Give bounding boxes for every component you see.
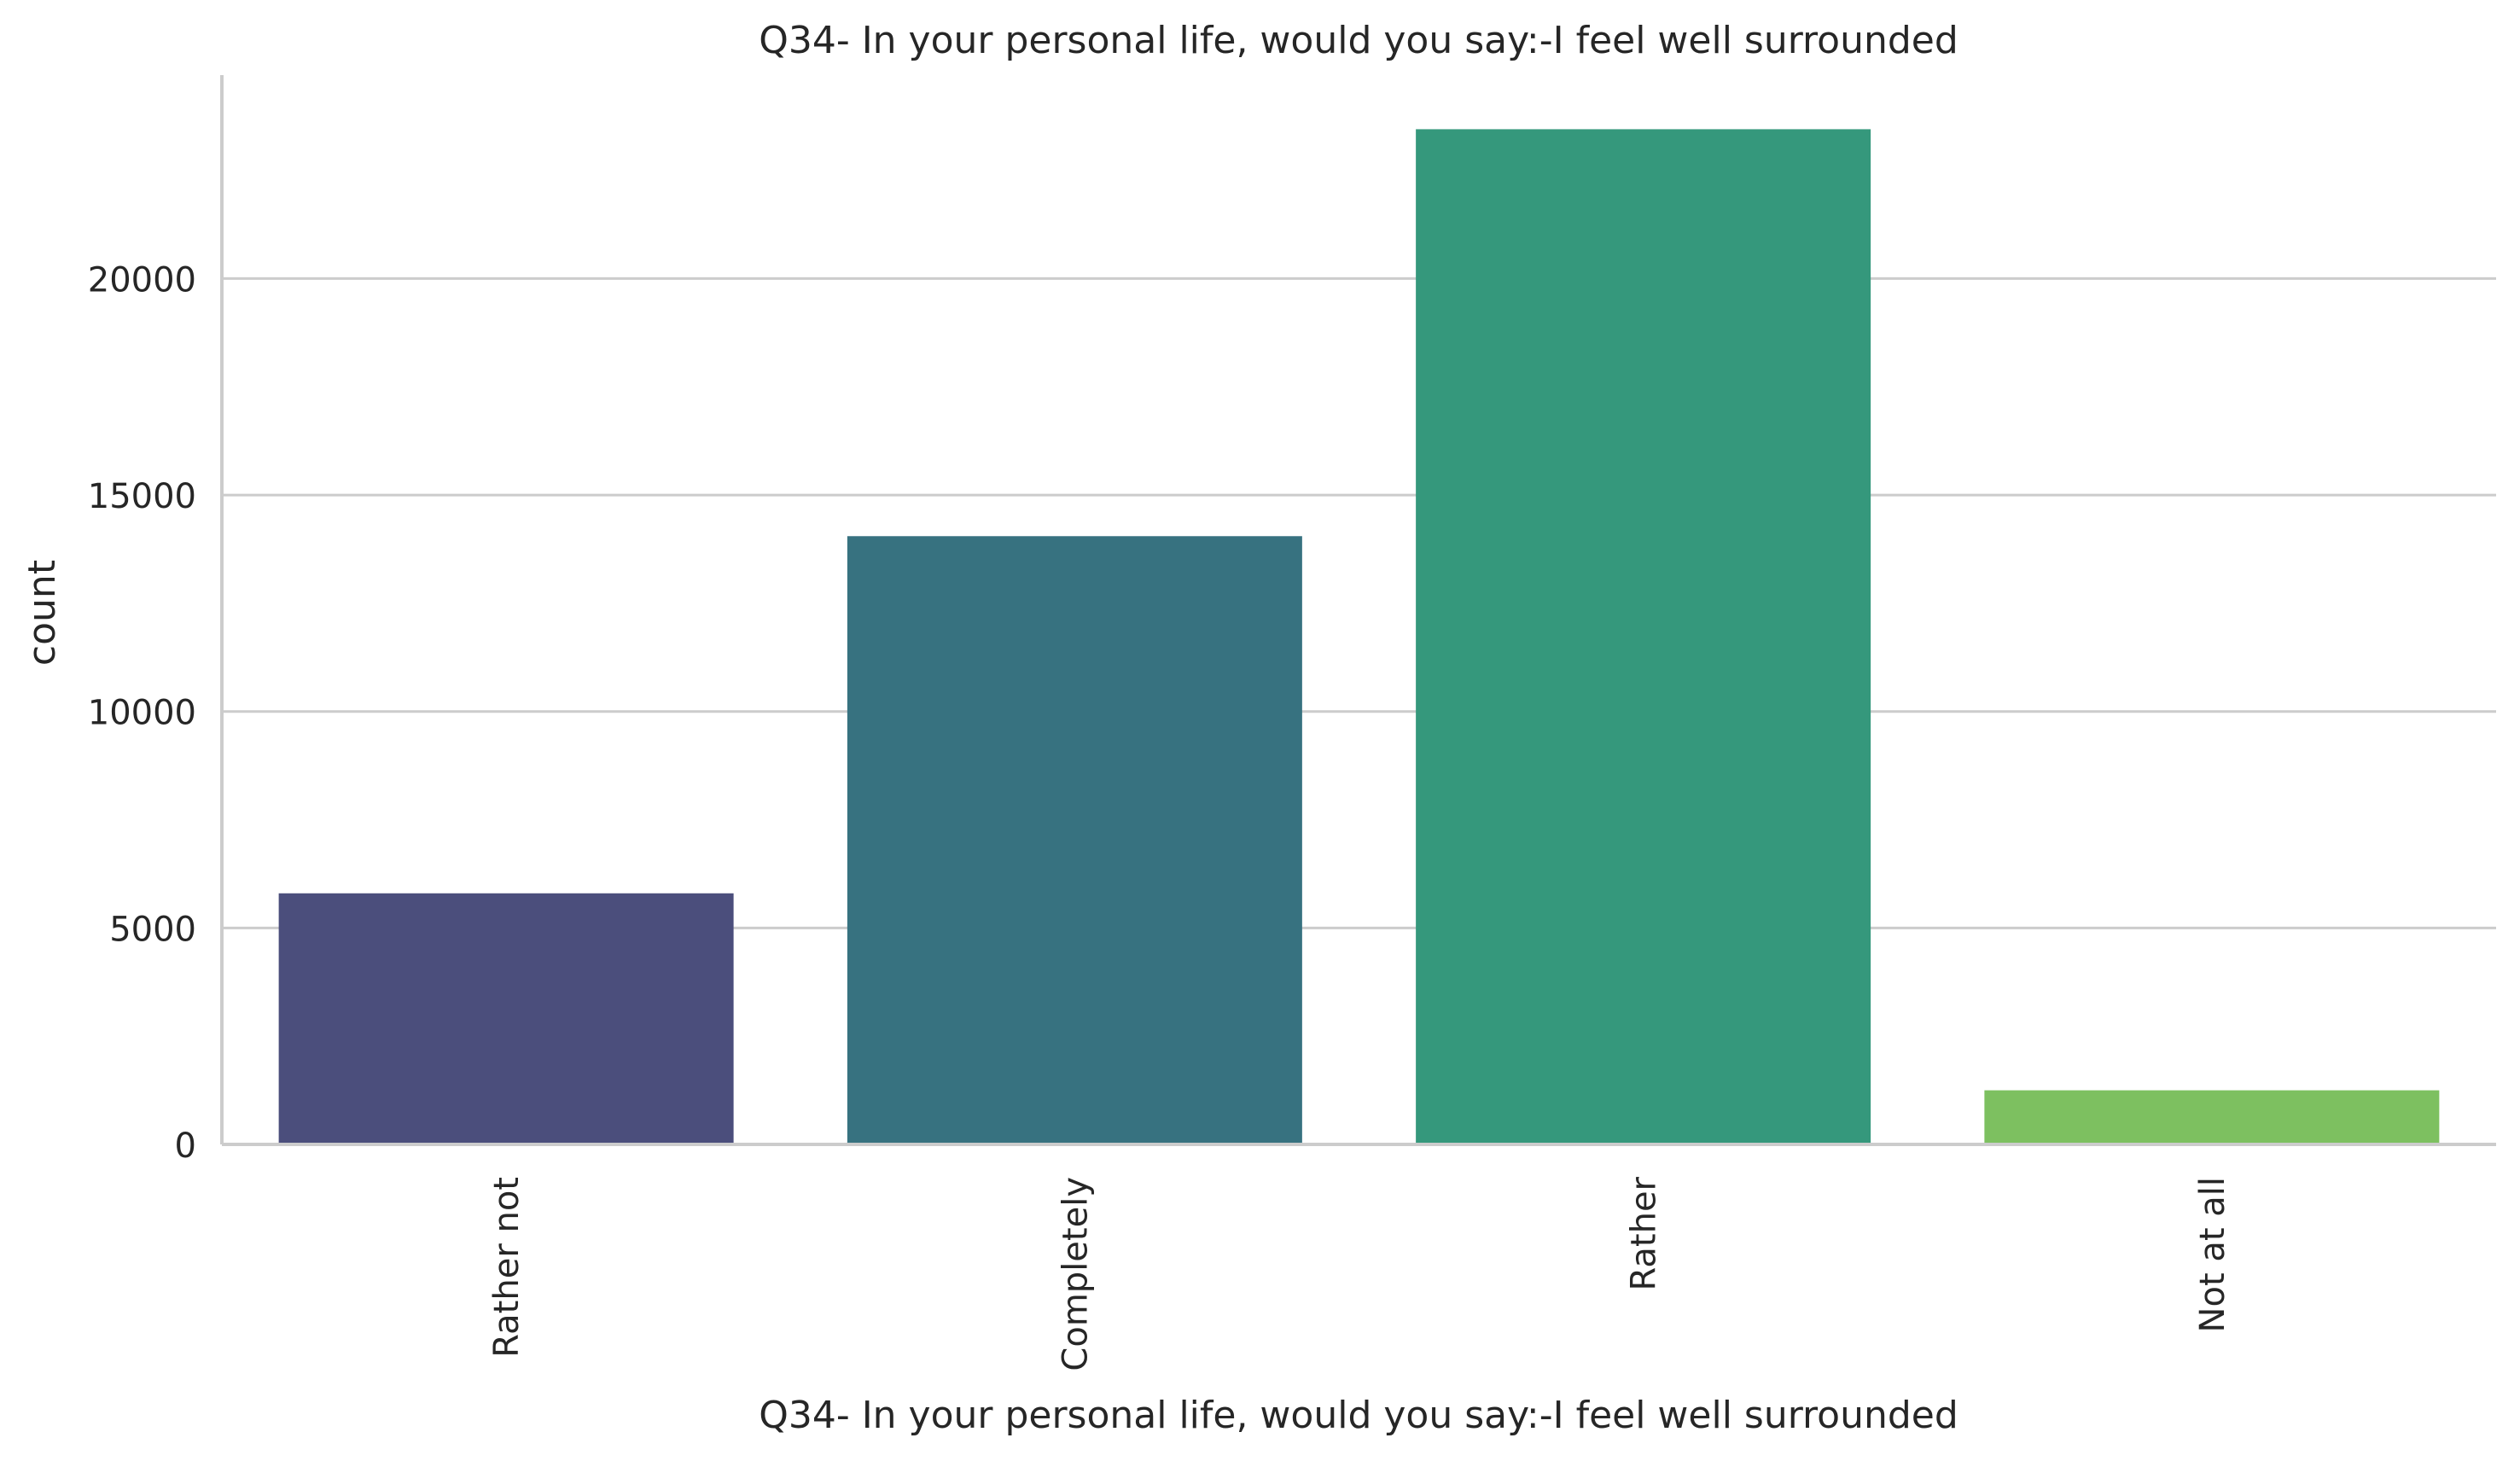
y-tick-label: 20000 [88, 260, 196, 300]
x-tick-label: Rather not [487, 1177, 527, 1358]
y-tick-label: 15000 [88, 477, 196, 516]
bar-not-at-all [1984, 1090, 2440, 1144]
y-tick-label: 5000 [109, 910, 196, 949]
chart-title: Q34- In your personal life, would you sa… [759, 19, 1958, 62]
bar-rather [1416, 129, 1871, 1145]
x-tick-label: Rather [1625, 1176, 1664, 1290]
tick-labels: 0 5000 10000 15000 20000 Rather not Completely… [88, 260, 2232, 1371]
bar-rather-not [278, 893, 734, 1144]
x-tick-label: Not at all [2193, 1177, 2232, 1332]
y-tick-label: 0 [175, 1126, 196, 1166]
y-tick-label: 10000 [88, 694, 196, 733]
axes [220, 75, 2496, 1146]
bar-completely [847, 536, 1302, 1144]
x-tick-label: Completely [1056, 1177, 1095, 1371]
x-axis-label: Q34- In your personal life, would you sa… [759, 1394, 1958, 1437]
bars [278, 129, 2440, 1145]
gridlines [222, 277, 2496, 929]
y-axis-label: count [20, 560, 64, 666]
